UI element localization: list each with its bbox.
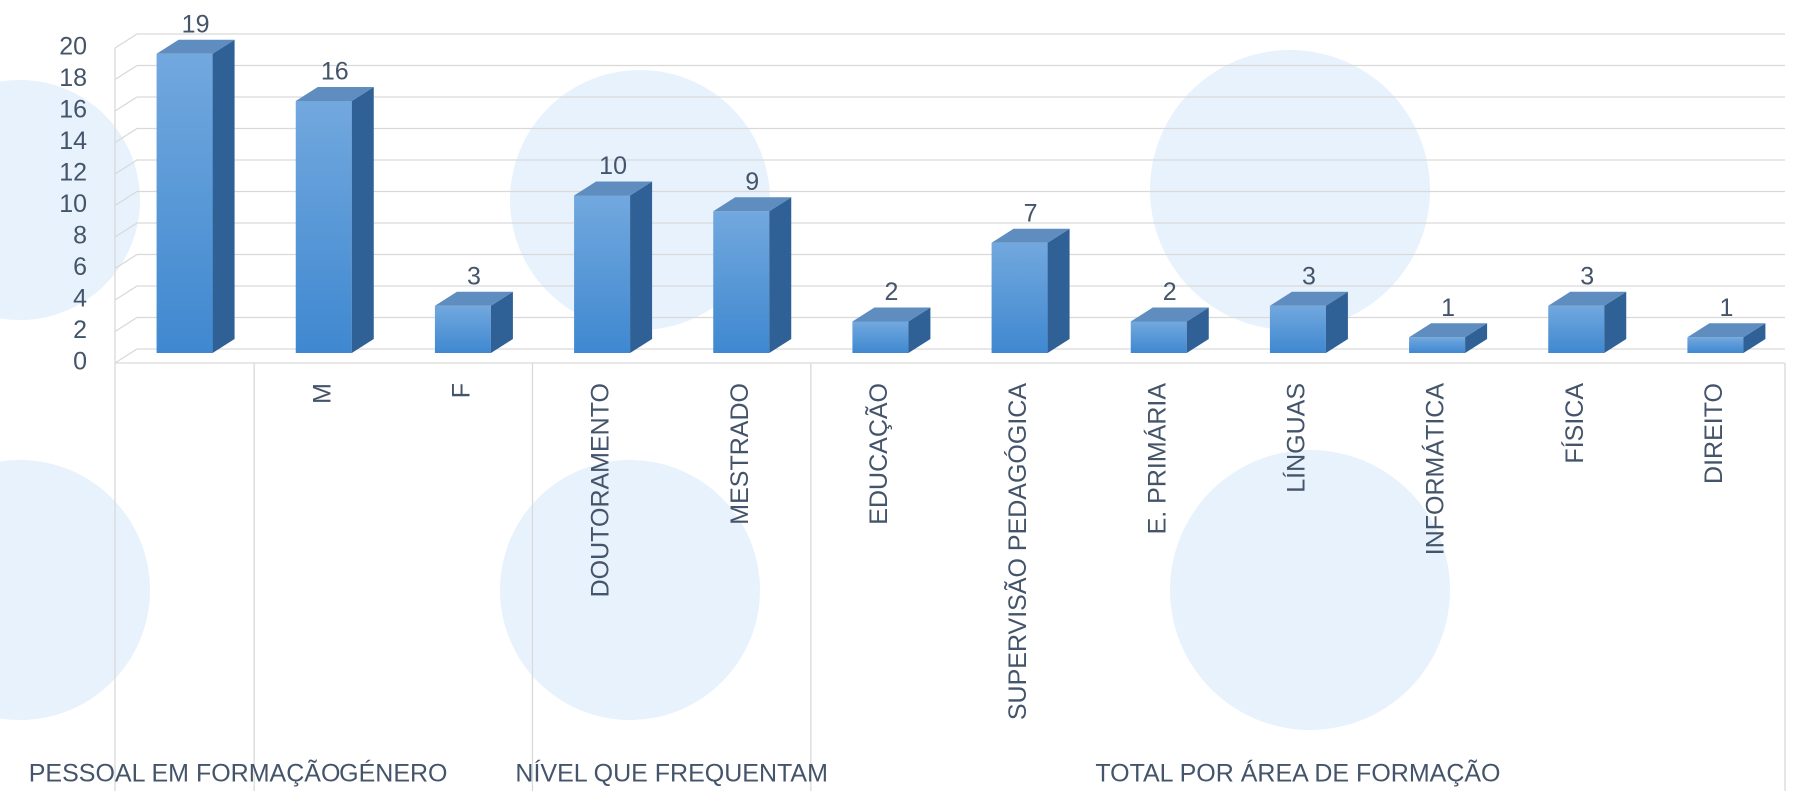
group-label: GÉNERO bbox=[339, 759, 447, 788]
value-label: 3 bbox=[467, 262, 481, 290]
y-tick-label: 4 bbox=[73, 285, 87, 313]
bar-front bbox=[713, 211, 770, 353]
bar-top bbox=[434, 291, 513, 306]
x-tick-label: LÍNGUAS bbox=[1282, 383, 1311, 493]
bar-side bbox=[1604, 291, 1627, 353]
x-tick-label: M bbox=[308, 383, 336, 404]
group-label: NÍVEL QUE FREQUENTAM bbox=[515, 759, 828, 788]
bar-top bbox=[574, 181, 653, 196]
bar-front bbox=[991, 242, 1048, 353]
y-tick-label: 10 bbox=[59, 190, 87, 218]
x-tick-label: EDUCAÇÃO bbox=[864, 383, 893, 525]
grid-line bbox=[114, 253, 1785, 270]
x-tick-label: INFORMÁTICA bbox=[1421, 383, 1450, 556]
grid-line bbox=[114, 190, 1785, 207]
bar-side bbox=[769, 197, 792, 353]
y-tick-label: 20 bbox=[59, 33, 87, 61]
value-label: 7 bbox=[1024, 199, 1038, 227]
y-tick-label: 14 bbox=[59, 127, 87, 155]
y-tick-label: 2 bbox=[73, 316, 87, 344]
bar bbox=[1409, 323, 1488, 353]
grid-line bbox=[114, 222, 1785, 238]
grid-line bbox=[114, 33, 1785, 49]
x-tick-label: DOUTORAMENTO bbox=[587, 383, 615, 597]
grid-line bbox=[114, 159, 1785, 175]
bar-front bbox=[574, 195, 631, 353]
bar-side bbox=[908, 307, 931, 353]
x-tick-label: DIREITO bbox=[1700, 383, 1728, 484]
value-label: 2 bbox=[884, 278, 898, 306]
x-tick-label: F bbox=[448, 383, 476, 398]
bar-side bbox=[1325, 291, 1348, 353]
value-label: 9 bbox=[745, 168, 759, 196]
y-tick-label: 18 bbox=[59, 64, 87, 92]
bar bbox=[1687, 323, 1766, 353]
bar-top bbox=[1130, 307, 1209, 322]
bar-side bbox=[1743, 323, 1766, 353]
y-tick-label: 16 bbox=[59, 96, 87, 124]
bar-top bbox=[295, 87, 374, 101]
bar bbox=[574, 181, 653, 353]
group-label: TOTAL POR ÁREA DE FORMAÇÃO bbox=[1095, 759, 1500, 788]
bar-side bbox=[1186, 307, 1209, 353]
x-tick-label: E. PRIMÁRIA bbox=[1142, 383, 1171, 535]
bar-front bbox=[1687, 337, 1744, 353]
value-label: 3 bbox=[1580, 262, 1594, 290]
x-tick-label: SUPERVISÃO PEDAGÓGICA bbox=[1003, 383, 1032, 720]
bar-side bbox=[351, 87, 374, 353]
bar-side bbox=[490, 291, 513, 353]
bar-side bbox=[212, 39, 235, 353]
bar bbox=[1548, 291, 1627, 353]
bar-front bbox=[1409, 337, 1466, 353]
bar-front bbox=[1548, 305, 1605, 353]
grid-line bbox=[114, 316, 1785, 333]
bar-top bbox=[1687, 323, 1766, 338]
x-tick-label: FÍSICA bbox=[1560, 383, 1589, 464]
bar bbox=[1130, 307, 1209, 353]
bar-front bbox=[1130, 321, 1187, 353]
bar-top bbox=[852, 307, 931, 322]
bar-top bbox=[1409, 323, 1488, 338]
value-label: 1 bbox=[1441, 294, 1455, 322]
bar-front bbox=[295, 101, 352, 353]
bar bbox=[156, 39, 235, 353]
grid-line bbox=[114, 96, 1785, 112]
bar bbox=[434, 291, 513, 353]
bar-side bbox=[1047, 228, 1070, 353]
y-tick-label: 6 bbox=[73, 253, 87, 281]
grid-line bbox=[114, 64, 1785, 81]
bar-front bbox=[434, 305, 491, 353]
bar-side bbox=[1465, 323, 1488, 353]
bar-top bbox=[1548, 291, 1627, 306]
value-label: 3 bbox=[1302, 262, 1316, 290]
y-tick-label: 8 bbox=[73, 222, 87, 250]
y-tick-label: 12 bbox=[59, 159, 87, 187]
bar-side bbox=[630, 181, 653, 353]
grid-line bbox=[114, 285, 1785, 301]
bar bbox=[713, 197, 792, 353]
y-tick-label: 0 bbox=[73, 348, 87, 376]
bar bbox=[852, 307, 931, 353]
bar bbox=[295, 87, 374, 353]
grid-line bbox=[114, 127, 1785, 144]
x-tick-label: MESTRADO bbox=[726, 383, 754, 525]
bar-front bbox=[1269, 305, 1326, 353]
bar-top bbox=[991, 228, 1070, 243]
bar-top bbox=[1269, 291, 1348, 306]
bar bbox=[1269, 291, 1348, 353]
value-label: 19 bbox=[182, 10, 210, 38]
value-label: 16 bbox=[321, 58, 349, 86]
group-label: PESSOAL EM FORMAÇÃO bbox=[29, 759, 341, 788]
bar-front bbox=[852, 321, 909, 353]
bar bbox=[991, 228, 1070, 353]
bar-front bbox=[156, 53, 213, 353]
value-label: 1 bbox=[1719, 294, 1733, 322]
value-label: 2 bbox=[1163, 278, 1177, 306]
bar-top bbox=[156, 39, 235, 54]
value-label: 10 bbox=[599, 152, 627, 180]
bar-top bbox=[713, 197, 792, 212]
grid-line bbox=[114, 348, 1785, 364]
